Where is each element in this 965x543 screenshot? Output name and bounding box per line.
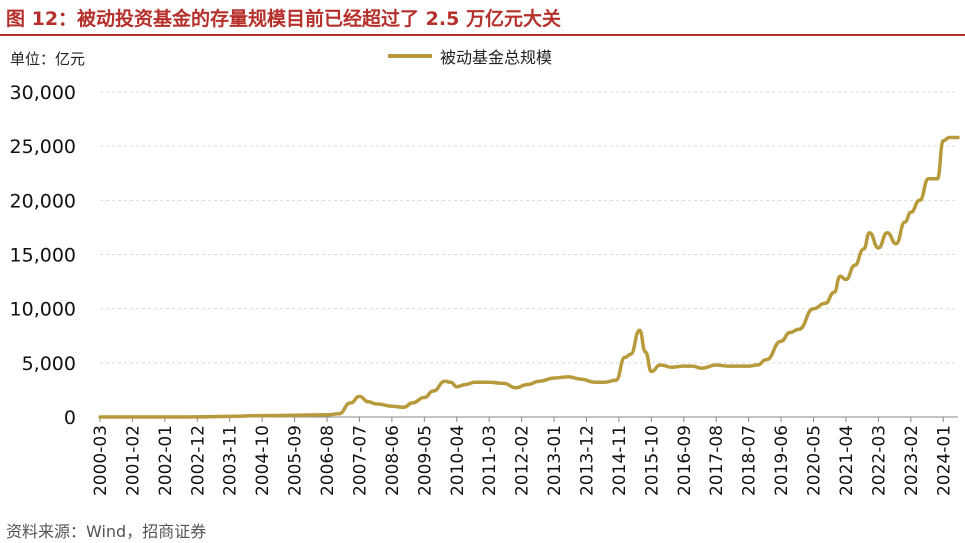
- x-tick-label: 2002-01: [156, 425, 176, 496]
- x-tick-label: 2024-01: [934, 425, 954, 496]
- series-line-passive-fund-aum: [98, 135, 960, 419]
- grid-lines: [100, 91, 958, 364]
- x-tick-label: 2019-06: [772, 425, 792, 496]
- x-tick-label: 2008-06: [383, 425, 403, 496]
- x-tick-label: 2010-04: [448, 425, 468, 496]
- y-tick-label: 0: [64, 407, 76, 429]
- chart-title: 图 12：被动投资基金的存量规模目前已经超过了 2.5 万亿元大关: [6, 8, 561, 30]
- legend-label: 被动基金总规模: [440, 48, 553, 67]
- legend: 被动基金总规模: [388, 44, 552, 68]
- x-tick-label: 2017-08: [707, 425, 727, 496]
- x-tick-label: 2013-01: [545, 425, 565, 496]
- y-tick-label: 20,000: [10, 190, 76, 212]
- x-tick-label: 2000-03: [91, 425, 111, 496]
- source-note: 资料来源：Wind，招商证券: [6, 522, 207, 541]
- x-tick-label: 2011-03: [480, 425, 500, 496]
- x-tick-label: 2004-10: [253, 425, 273, 496]
- x-tick-label: 2014-11: [610, 425, 630, 496]
- unit-label: 单位：亿元: [10, 50, 86, 68]
- title-divider: [0, 34, 965, 36]
- x-tick-label: 2001-02: [123, 425, 143, 496]
- y-tick-label: 5,000: [22, 353, 76, 375]
- x-tick-label: 2018-07: [740, 425, 760, 496]
- y-tick-label: 30,000: [10, 82, 76, 104]
- y-axis: 30,000 25,000 20,000 15,000 10,000 5,000 0: [10, 82, 76, 429]
- x-tick-label: 2012-02: [513, 425, 533, 496]
- x-tick-label: 2003-11: [221, 425, 241, 496]
- x-tick-label: 2009-05: [415, 425, 435, 496]
- x-tick-label: 2007-07: [350, 425, 370, 496]
- x-tick-label: 2020-05: [805, 425, 825, 496]
- y-tick-label: 15,000: [10, 245, 76, 267]
- x-tick-label: 2015-10: [642, 425, 662, 496]
- x-tick-label: 2013-12: [577, 425, 597, 496]
- x-tick-label: 2002-12: [188, 425, 208, 496]
- y-tick-label: 10,000: [10, 299, 76, 321]
- x-axis: 2000-03 2001-02 2002-01 2002-12 2003-11 2004-…: [91, 416, 958, 496]
- legend-swatch: [388, 54, 432, 58]
- x-tick-label: 2021-04: [837, 425, 857, 496]
- y-tick-label: 25,000: [10, 136, 76, 158]
- x-tick-label: 2005-09: [286, 425, 306, 496]
- series-layer: [98, 135, 960, 419]
- x-tick-label: 2022-03: [869, 425, 889, 496]
- x-tick-label: 2016-09: [675, 425, 695, 496]
- x-tick-label: 2023-02: [902, 425, 922, 496]
- x-tick-label: 2006-08: [318, 425, 338, 496]
